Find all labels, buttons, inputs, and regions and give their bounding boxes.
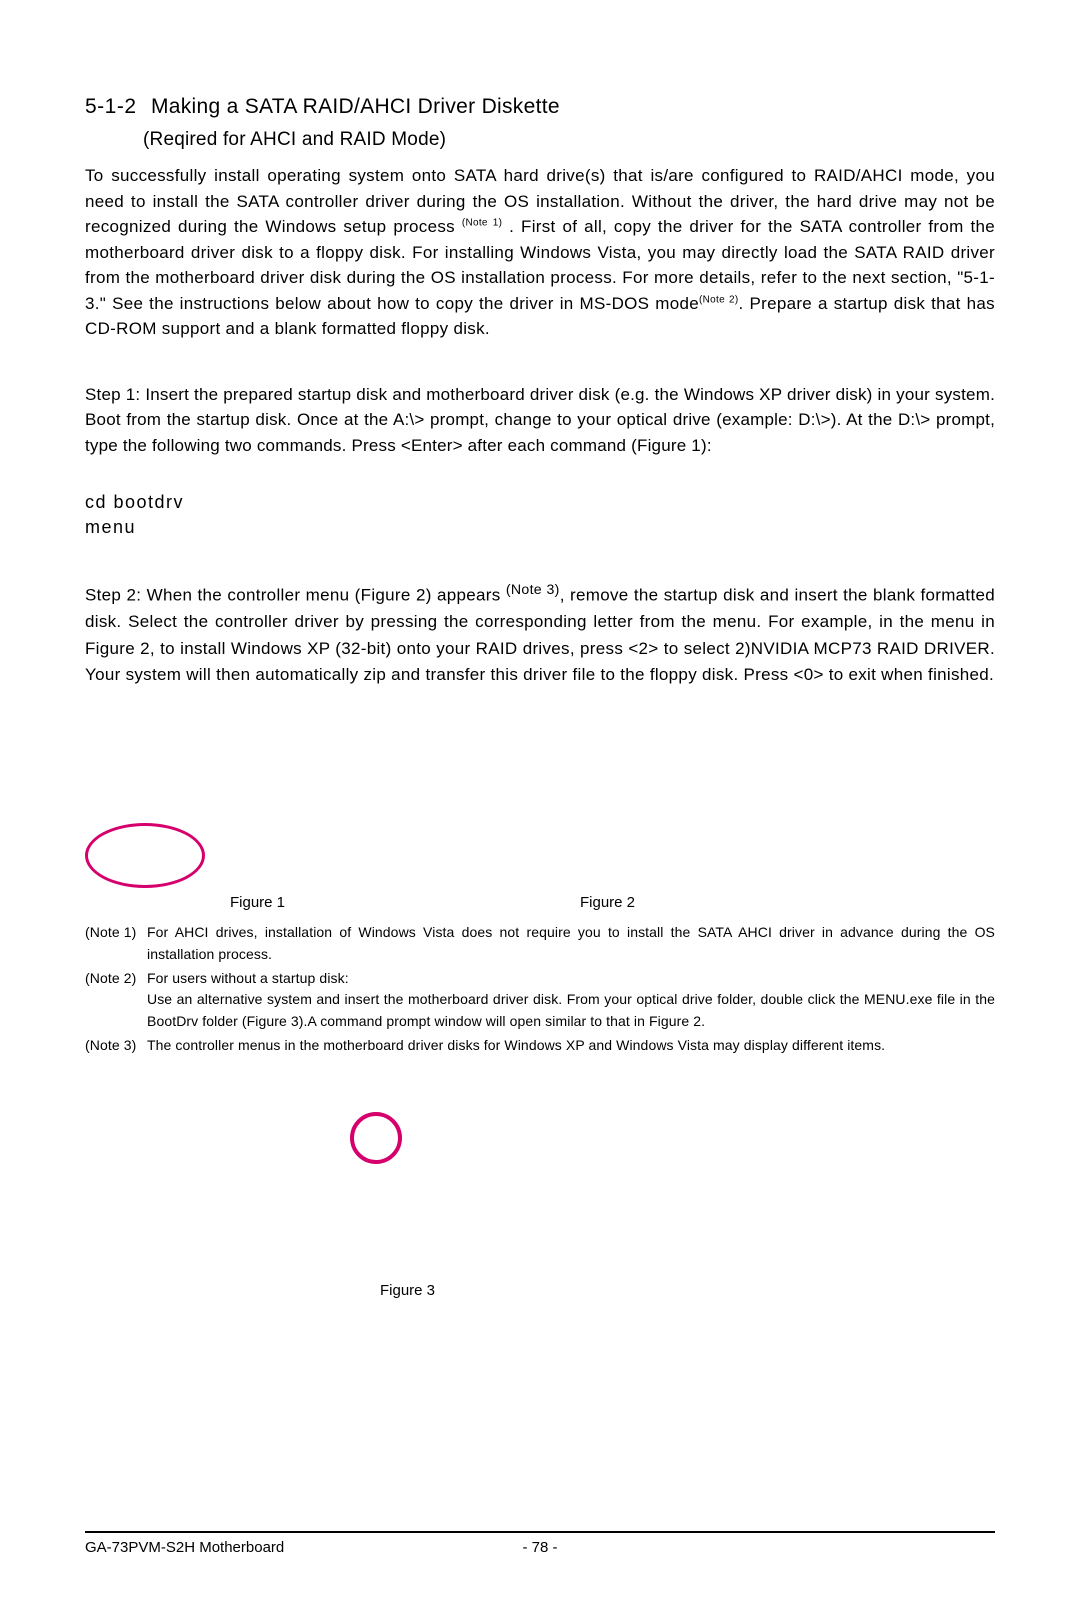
page-content: 5-1-2 Making a SATA RAID/AHCI Driver Dis… [0,0,1080,1287]
section-title: Making a SATA RAID/AHCI Driver Diskette [151,95,560,118]
figure1-highlight-ellipse [85,823,205,888]
note2-ref: (Note 2) [699,294,738,305]
note1-label: (Note 1) [85,922,147,965]
note1-text: For AHCI drives, installation of Windows… [147,922,995,965]
footer-model: GA-73PVM-S2H Motherboard [85,1539,284,1556]
notes-block: (Note 1) For AHCI drives, installation o… [85,922,995,1056]
step2-text-a: Step 2: When the controller menu (Figure… [85,586,506,605]
page-footer: GA-73PVM-S2H Motherboard - 78 - [85,1531,995,1556]
section-subtitle: (Reqired for AHCI and RAID Mode) [143,129,995,151]
note2-label: (Note 2) [85,968,147,1033]
step2-paragraph: Step 2: When the controller menu (Figure… [85,580,995,688]
note3-ref: (Note 3) [506,582,560,598]
note1-ref: (Note 1) [462,217,502,228]
figure3-highlight-circle [350,1112,402,1164]
figure2-label: Figure 2 [580,894,635,911]
command-block: cd bootdrv menu [85,490,995,540]
section-header: 5-1-2 Making a SATA RAID/AHCI Driver Dis… [85,95,995,151]
note3-label: (Note 3) [85,1035,147,1057]
note2-text: For users without a startup disk: Use an… [147,968,995,1033]
note2-row: (Note 2) For users without a startup dis… [85,968,995,1033]
figure1-label: Figure 1 [230,894,285,911]
note1-row: (Note 1) For AHCI drives, installation o… [85,922,995,965]
figures-row: Figure 1 Figure 2 [85,828,995,908]
note2-text-a: For users without a startup disk: [147,968,995,990]
footer-page-number: - 78 - [522,1539,557,1556]
note3-text: The controller menus in the motherboard … [147,1035,995,1057]
intro-paragraph: To successfully install operating system… [85,163,995,342]
section-number: 5-1-2 [85,95,137,118]
note3-row: (Note 3) The controller menus in the mot… [85,1035,995,1057]
figure3-label: Figure 3 [380,1282,435,1299]
note2-text-b: Use an alternative system and insert the… [147,989,995,1032]
cmd-line-1: cd bootdrv [85,490,995,515]
step1-paragraph: Step 1: Insert the prepared startup disk… [85,382,995,459]
figure3-area: Figure 3 [85,1107,995,1287]
cmd-line-2: menu [85,515,995,540]
